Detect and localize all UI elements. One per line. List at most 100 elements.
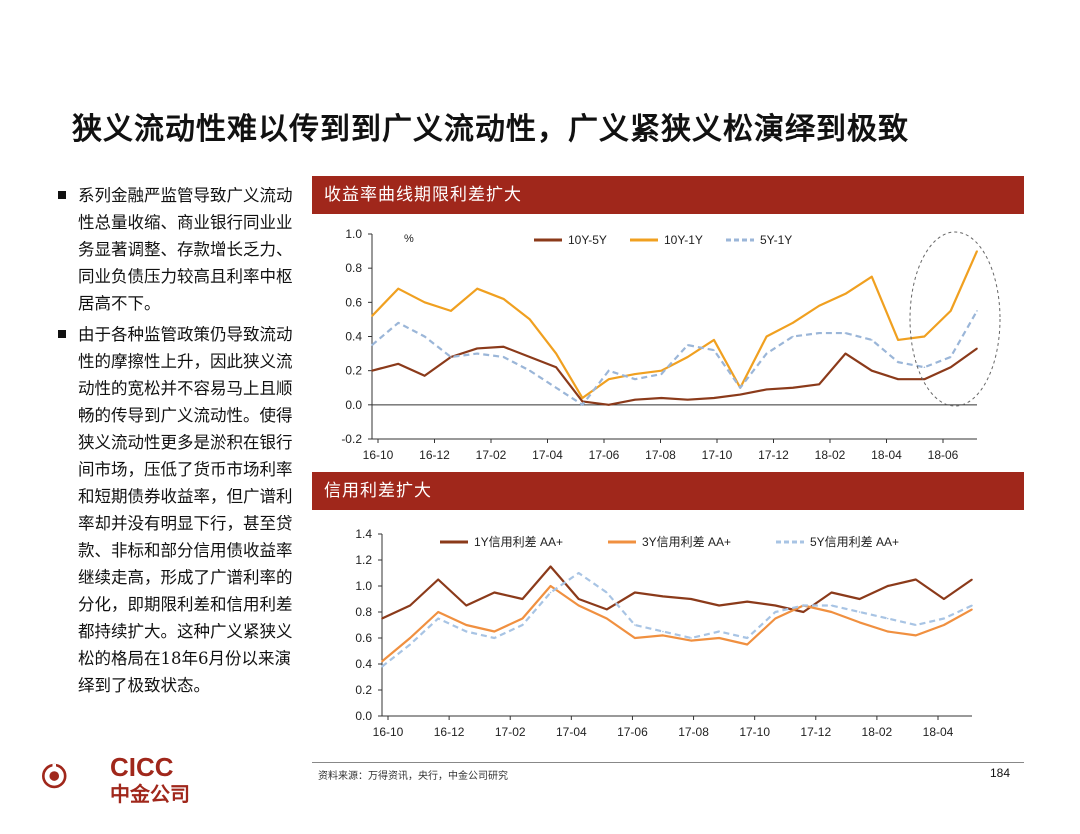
y-tick-label: 0.0 xyxy=(355,709,372,723)
chart1-header: 收益率曲线期限利差扩大 xyxy=(312,176,1024,214)
data-point xyxy=(818,332,820,334)
data-point xyxy=(529,318,531,321)
data-point xyxy=(423,374,426,377)
legend-label-2: 3Y信用利差 AA+ xyxy=(642,535,731,549)
y-tick-label: 1.0 xyxy=(345,227,362,241)
bullet-square-icon xyxy=(58,330,66,338)
series-line-1 xyxy=(371,345,978,406)
data-point xyxy=(870,339,873,341)
data-point xyxy=(581,397,584,399)
data-point xyxy=(858,621,861,624)
data-point xyxy=(686,398,689,401)
data-point xyxy=(660,369,663,372)
logo-text-cicc: CICC xyxy=(110,752,174,782)
data-point xyxy=(792,386,794,389)
data-point xyxy=(371,344,373,346)
data-point xyxy=(521,617,524,620)
x-tick-label: 16-10 xyxy=(363,448,394,462)
data-point xyxy=(943,598,945,600)
data-point xyxy=(971,578,973,581)
data-point xyxy=(662,595,664,598)
data-point xyxy=(423,335,426,338)
footer-divider xyxy=(312,762,1024,763)
data-point xyxy=(409,637,411,639)
y-tick-label: 0.2 xyxy=(345,364,362,378)
data-point xyxy=(739,393,742,396)
data-point xyxy=(774,604,777,607)
legend-label-2: 10Y-1Y xyxy=(664,233,703,247)
x-tick-label: 16-12 xyxy=(419,448,450,462)
data-point xyxy=(976,250,978,252)
data-point xyxy=(662,630,664,633)
x-tick-label: 17-08 xyxy=(678,725,709,739)
data-point xyxy=(923,366,926,369)
legend-label-3: 5Y-1Y xyxy=(760,233,792,247)
x-tick-label: 17-10 xyxy=(739,725,770,739)
data-point xyxy=(915,624,917,626)
data-point xyxy=(971,604,973,607)
bullet-text: 系列金融严监管导致广义流动性总量收缩、商业银行同业业务显著调整、存款增长乏力、同… xyxy=(78,186,293,313)
data-point xyxy=(802,611,805,613)
data-point xyxy=(746,600,749,603)
data-point xyxy=(577,604,580,607)
data-point xyxy=(397,322,400,324)
data-point xyxy=(792,322,794,324)
x-tick-label: 18-02 xyxy=(815,448,846,462)
data-point xyxy=(502,356,505,358)
chart1: 1.0 0.8 0.6 0.4 0.2 0.0 -0.2 16-10 16-12 17-02 17-… xyxy=(312,216,1024,466)
y-tick-label: 1.4 xyxy=(355,527,372,541)
x-tick-label: 17-08 xyxy=(645,448,676,462)
bullet-list: 系列金融严监管导致广义流动性总量收缩、商业银行同业业务显著调整、存款增长乏力、同… xyxy=(58,182,303,703)
data-point xyxy=(437,578,439,581)
data-point xyxy=(830,611,833,613)
y-tick-label: 0.8 xyxy=(345,261,362,275)
data-point xyxy=(634,637,636,639)
data-point xyxy=(409,643,411,646)
x-tick-label: 18-02 xyxy=(862,725,893,739)
data-point xyxy=(493,591,496,594)
chart2: 1.4 1.2 1.0 0.8 0.6 0.4 0.2 0.0 16-10 16-12 17-02 1… xyxy=(312,512,1024,744)
series-line-3 xyxy=(371,310,978,406)
y-tick-label: 0.6 xyxy=(345,295,362,309)
data-point xyxy=(521,598,524,600)
data-point xyxy=(409,604,411,607)
data-point xyxy=(476,287,479,290)
page-number: 184 xyxy=(990,766,1011,780)
data-point xyxy=(529,356,531,358)
data-point xyxy=(555,366,557,369)
x-tick-label: 16-10 xyxy=(373,725,404,739)
y-tick-label: 0.8 xyxy=(355,605,372,619)
legend-label-1: 10Y-5Y xyxy=(568,233,607,247)
data-point xyxy=(739,386,742,389)
data-point xyxy=(915,578,917,581)
data-point xyxy=(397,287,400,290)
data-point xyxy=(660,373,663,375)
data-point xyxy=(476,352,479,355)
data-point xyxy=(886,585,889,587)
y-tick-label: 0.4 xyxy=(345,330,362,344)
data-point xyxy=(746,643,749,646)
data-point xyxy=(465,630,468,633)
y-tick-label: -0.2 xyxy=(341,432,362,446)
data-point xyxy=(521,624,524,626)
x-tick-label: 18-04 xyxy=(923,725,954,739)
data-point xyxy=(713,349,715,351)
data-point xyxy=(493,637,496,639)
data-point xyxy=(605,617,608,620)
data-point xyxy=(607,369,610,372)
x-tick-label: 17-06 xyxy=(589,448,620,462)
data-point xyxy=(381,660,383,663)
x-tick-label: 16-12 xyxy=(434,725,465,739)
footer-source: 资料来源：万得资讯，央行，中金公司研究 xyxy=(318,771,508,782)
data-point xyxy=(943,624,945,626)
data-point xyxy=(437,617,439,620)
data-point xyxy=(476,347,479,350)
data-point xyxy=(830,591,833,594)
bullet-square-icon xyxy=(58,191,66,199)
data-point xyxy=(971,608,973,611)
data-point xyxy=(690,637,692,639)
data-point xyxy=(765,388,768,391)
data-point xyxy=(397,363,400,365)
chart2-header: 信用利差扩大 xyxy=(312,472,1024,510)
data-point xyxy=(718,637,720,639)
